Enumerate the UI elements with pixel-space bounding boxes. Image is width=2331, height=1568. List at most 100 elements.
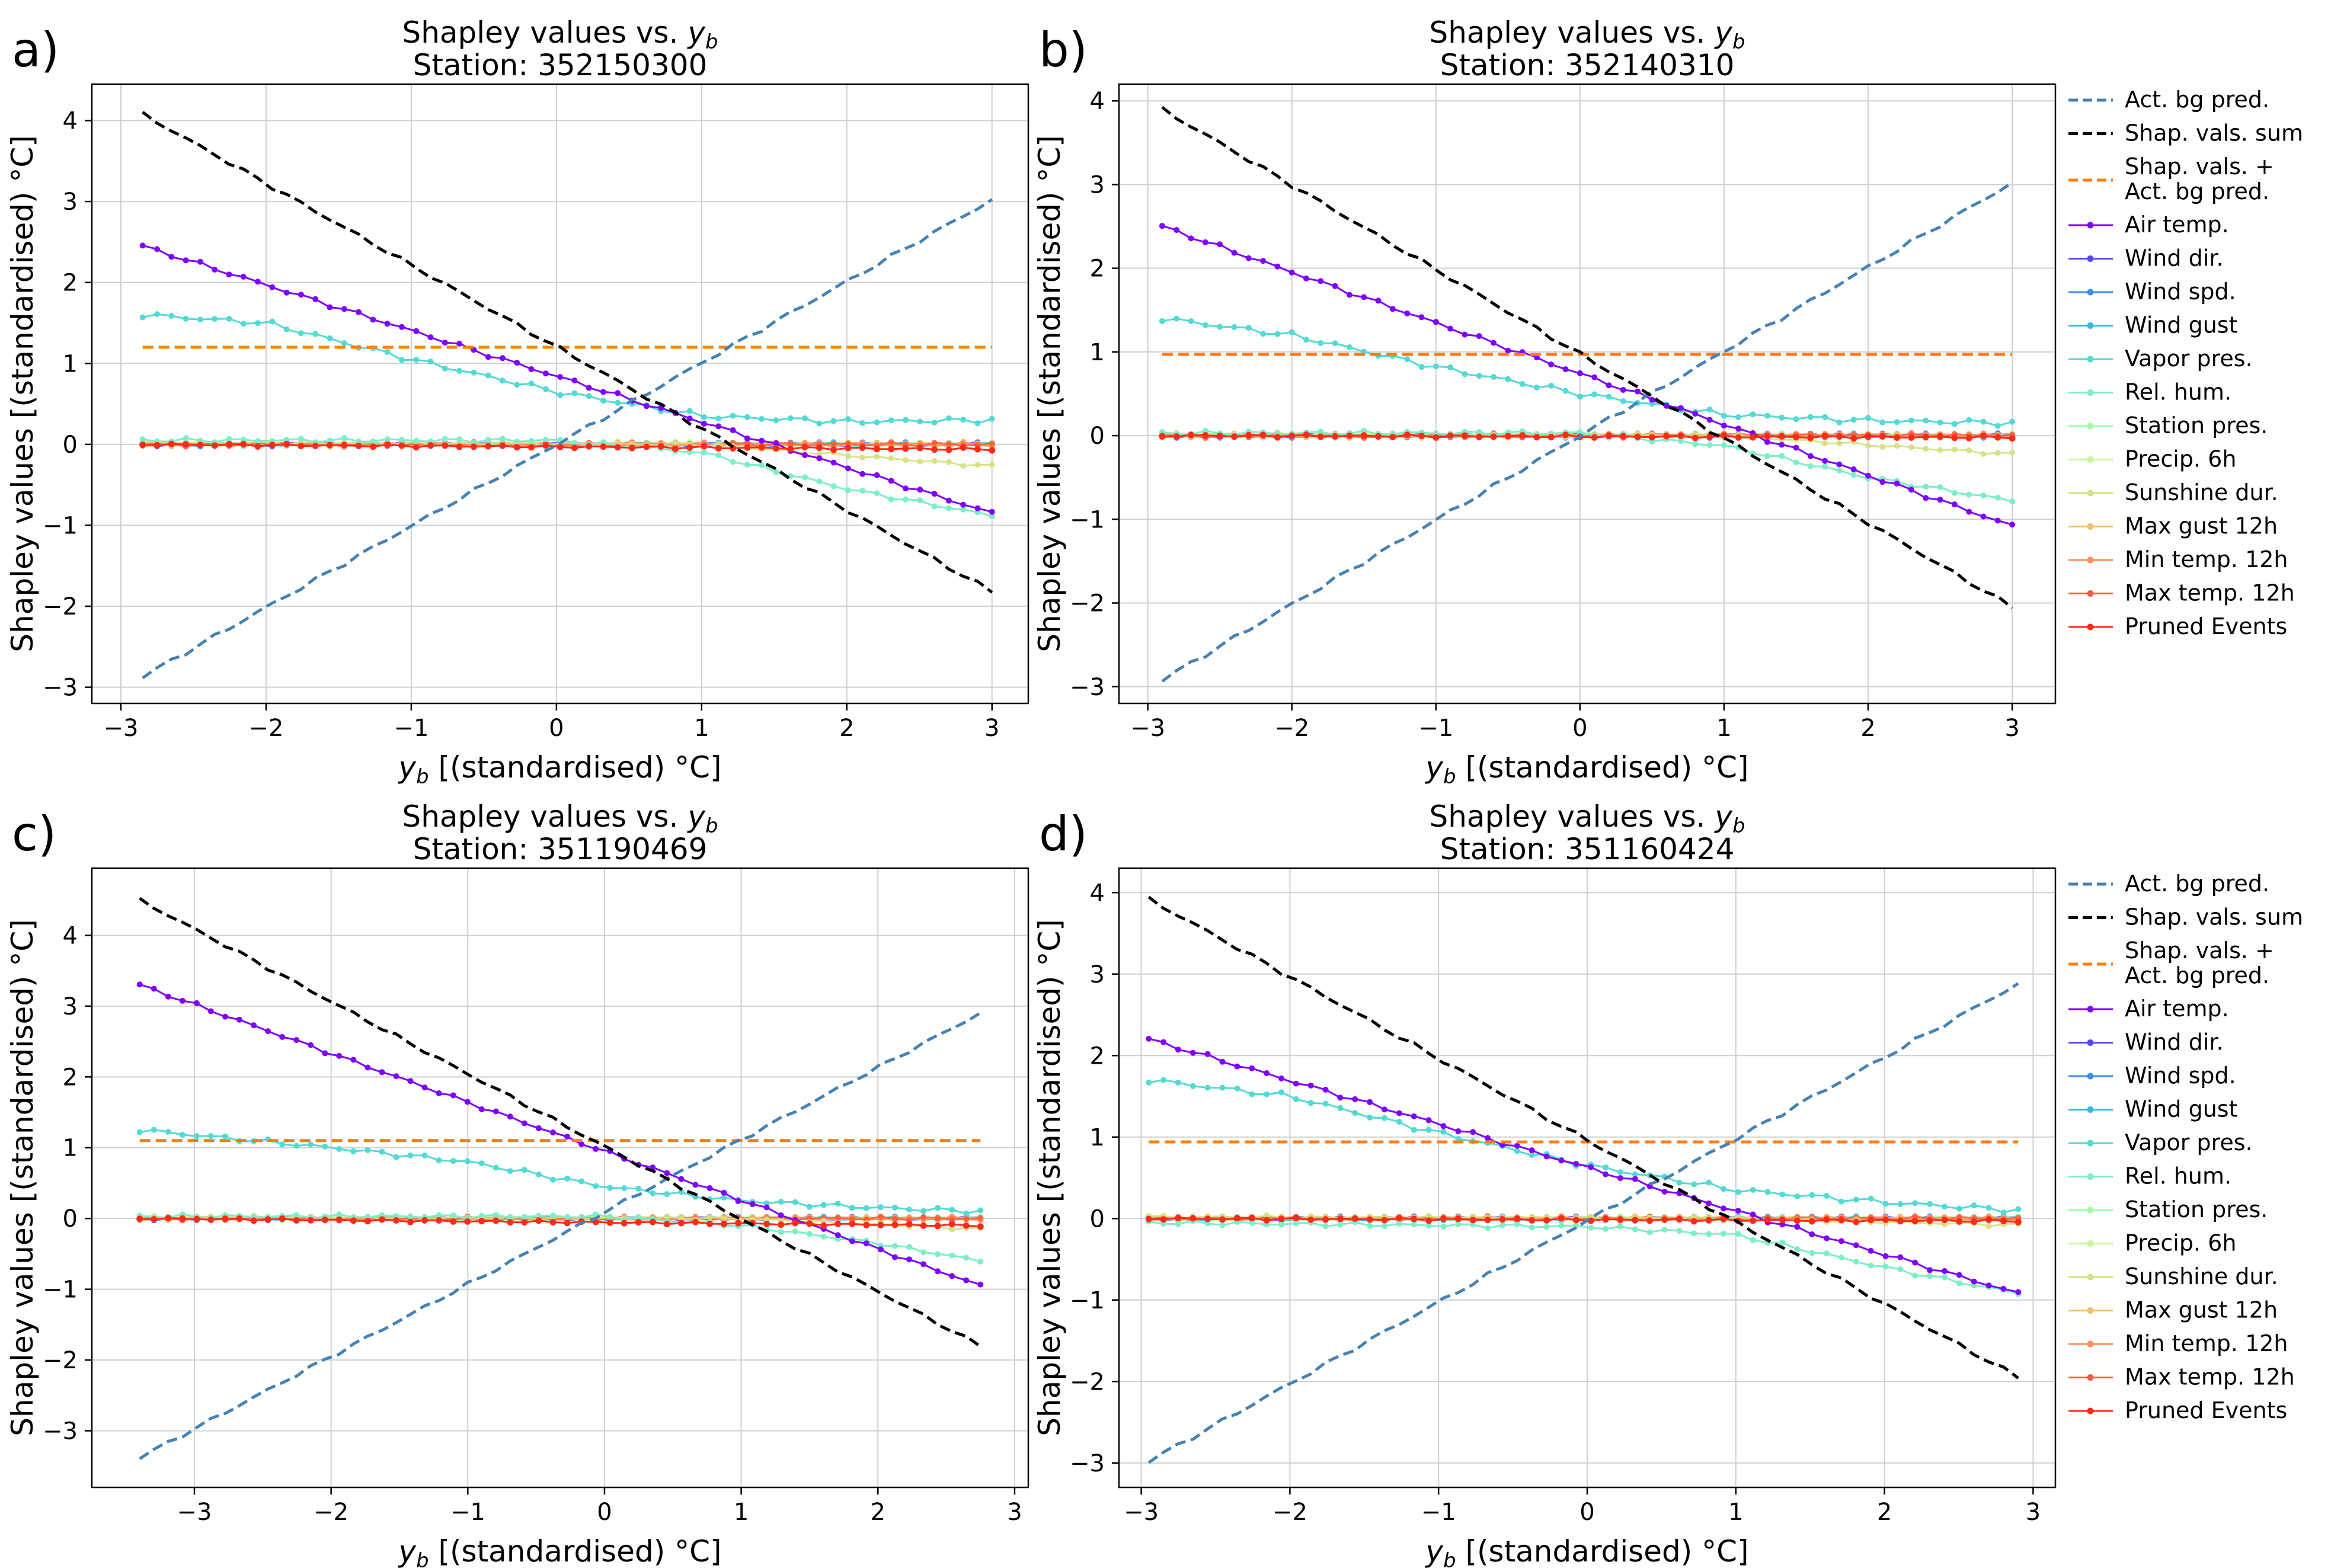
- data-point-air_temp: [464, 1099, 471, 1105]
- data-point-rel_hum: [906, 1244, 913, 1250]
- y-axis-label: Shapley values [(standardised) °C]: [5, 919, 40, 1436]
- data-point-sunshine_dur: [917, 459, 923, 465]
- data-point-pruned_events: [312, 442, 319, 449]
- data-point-air_temp: [1188, 235, 1194, 242]
- data-point-vapor_pres: [1894, 419, 1900, 425]
- data-point-air_temp: [763, 1204, 770, 1211]
- data-point-air_temp: [308, 1042, 314, 1048]
- data-point-air_temp: [226, 271, 232, 278]
- data-point-pruned_events: [535, 1217, 542, 1224]
- legend-label-shap_plus_bg: Shap. vals. + Act. bg pred.: [2125, 937, 2274, 988]
- data-point-air_temp: [1822, 457, 1828, 464]
- data-point-air_temp: [1332, 283, 1338, 289]
- data-point-rel_hum: [892, 1243, 898, 1249]
- data-point-air_temp: [1706, 417, 1713, 423]
- data-point-pruned_events: [1411, 1215, 1418, 1223]
- data-point-air_temp: [151, 985, 157, 992]
- data-point-vapor_pres: [1307, 1100, 1314, 1106]
- data-point-pruned_events: [521, 1219, 528, 1226]
- data-point-air_temp: [1337, 1095, 1344, 1101]
- data-point-pruned_events: [571, 444, 578, 452]
- y-tick-label: 3: [1090, 961, 1105, 988]
- y-tick-label: 2: [63, 270, 78, 297]
- data-point-vapor_pres: [379, 1148, 385, 1155]
- data-point-vapor_pres: [1927, 1201, 1933, 1207]
- data-point-air_temp: [1234, 1063, 1240, 1070]
- data-point-vapor_pres: [240, 321, 247, 327]
- data-point-pruned_events: [960, 444, 967, 451]
- data-point-vapor_pres: [514, 382, 520, 388]
- data-point-sunshine_dur: [1923, 446, 1929, 452]
- data-point-air_temp: [963, 1277, 970, 1284]
- data-point-rel_hum: [1706, 1231, 1712, 1237]
- data-point-rel_hum: [485, 436, 491, 443]
- data-point-rel_hum: [1956, 1280, 1962, 1287]
- legend-marker-pruned_events: [2087, 1407, 2094, 1415]
- data-point-air_temp: [2000, 1285, 2007, 1292]
- data-point-vapor_pres: [1865, 415, 1871, 421]
- data-point-pruned_events: [1259, 431, 1267, 439]
- data-point-rel_hum: [1980, 492, 1987, 499]
- data-point-rel_hum: [1470, 1221, 1476, 1228]
- data-point-air_temp: [664, 1170, 670, 1176]
- data-point-rel_hum: [1836, 468, 1843, 474]
- data-point-pruned_events: [1720, 1215, 1727, 1223]
- data-point-pruned_events: [1750, 434, 1756, 441]
- data-point-vapor_pres: [168, 313, 175, 319]
- data-point-pruned_events: [1677, 432, 1684, 439]
- data-point-air_temp: [692, 1182, 699, 1188]
- data-point-rel_hum: [139, 436, 146, 443]
- data-point-pruned_events: [1204, 1215, 1211, 1223]
- y-tick-label: −1: [1070, 1287, 1105, 1314]
- legend-marker-min_temp_12h: [2087, 1340, 2094, 1348]
- legend-marker-max_temp_12h: [2087, 1374, 2094, 1381]
- data-point-pruned_events: [1288, 432, 1296, 439]
- data-point-rel_hum: [1793, 459, 1799, 466]
- data-point-air_temp: [892, 1254, 898, 1260]
- data-point-pruned_events: [1750, 1217, 1757, 1224]
- data-point-rel_hum: [298, 436, 304, 442]
- data-point-air_temp: [1577, 370, 1583, 376]
- chart-subtitle: Station: 351160424: [1440, 832, 1735, 866]
- legend-label-air_temp: Air temp.: [2125, 996, 2229, 1022]
- data-point-pruned_events: [920, 1222, 927, 1229]
- data-point-pruned_events: [1793, 434, 1799, 441]
- data-point-rel_hum: [1838, 1255, 1844, 1260]
- data-point-air_temp: [859, 471, 866, 477]
- data-point-pruned_events: [948, 1221, 955, 1228]
- data-point-pruned_events: [183, 441, 190, 448]
- series-line-shap_sum: [139, 897, 981, 1348]
- data-point-pruned_events: [1346, 432, 1353, 439]
- data-point-vapor_pres: [974, 420, 981, 427]
- data-point-vapor_pres: [744, 414, 750, 420]
- data-point-rel_hum: [1897, 1266, 1904, 1272]
- data-point-sunshine_dur: [960, 463, 967, 469]
- data-point-air_temp: [686, 415, 693, 422]
- data-point-vapor_pres: [989, 415, 995, 422]
- x-axis-label: yb [(standardised) °C]: [397, 1534, 721, 1568]
- data-point-vapor_pres: [1288, 329, 1295, 335]
- data-point-pruned_events: [677, 1220, 685, 1227]
- data-point-air_temp: [1951, 501, 1958, 508]
- data-point-pruned_events: [1836, 433, 1843, 440]
- series-line-shap_sum: [142, 111, 993, 594]
- data-point-pruned_events: [721, 1220, 727, 1227]
- data-point-pruned_events: [341, 441, 348, 449]
- data-point-pruned_events: [1454, 1215, 1462, 1223]
- data-point-vapor_pres: [212, 316, 218, 322]
- x-tick-label: −2: [248, 715, 283, 742]
- legend-label-wind_gust: Wind gust: [2125, 312, 2237, 338]
- data-point-air_temp: [1865, 472, 1871, 479]
- data-point-vapor_pres: [1188, 318, 1194, 325]
- data-point-rel_hum: [393, 1212, 399, 1219]
- data-point-pruned_events: [1351, 1215, 1358, 1222]
- data-point-pruned_events: [1602, 1215, 1609, 1223]
- data-point-vapor_pres: [1332, 340, 1338, 347]
- data-point-pruned_events: [643, 443, 650, 450]
- data-point-air_temp: [920, 1261, 927, 1268]
- data-point-sunshine_dur: [1879, 443, 1886, 450]
- data-point-sunshine_dur: [1980, 451, 1987, 457]
- data-point-air_temp: [977, 1281, 984, 1288]
- data-point-vapor_pres: [255, 320, 261, 327]
- data-point-air_temp: [139, 242, 146, 249]
